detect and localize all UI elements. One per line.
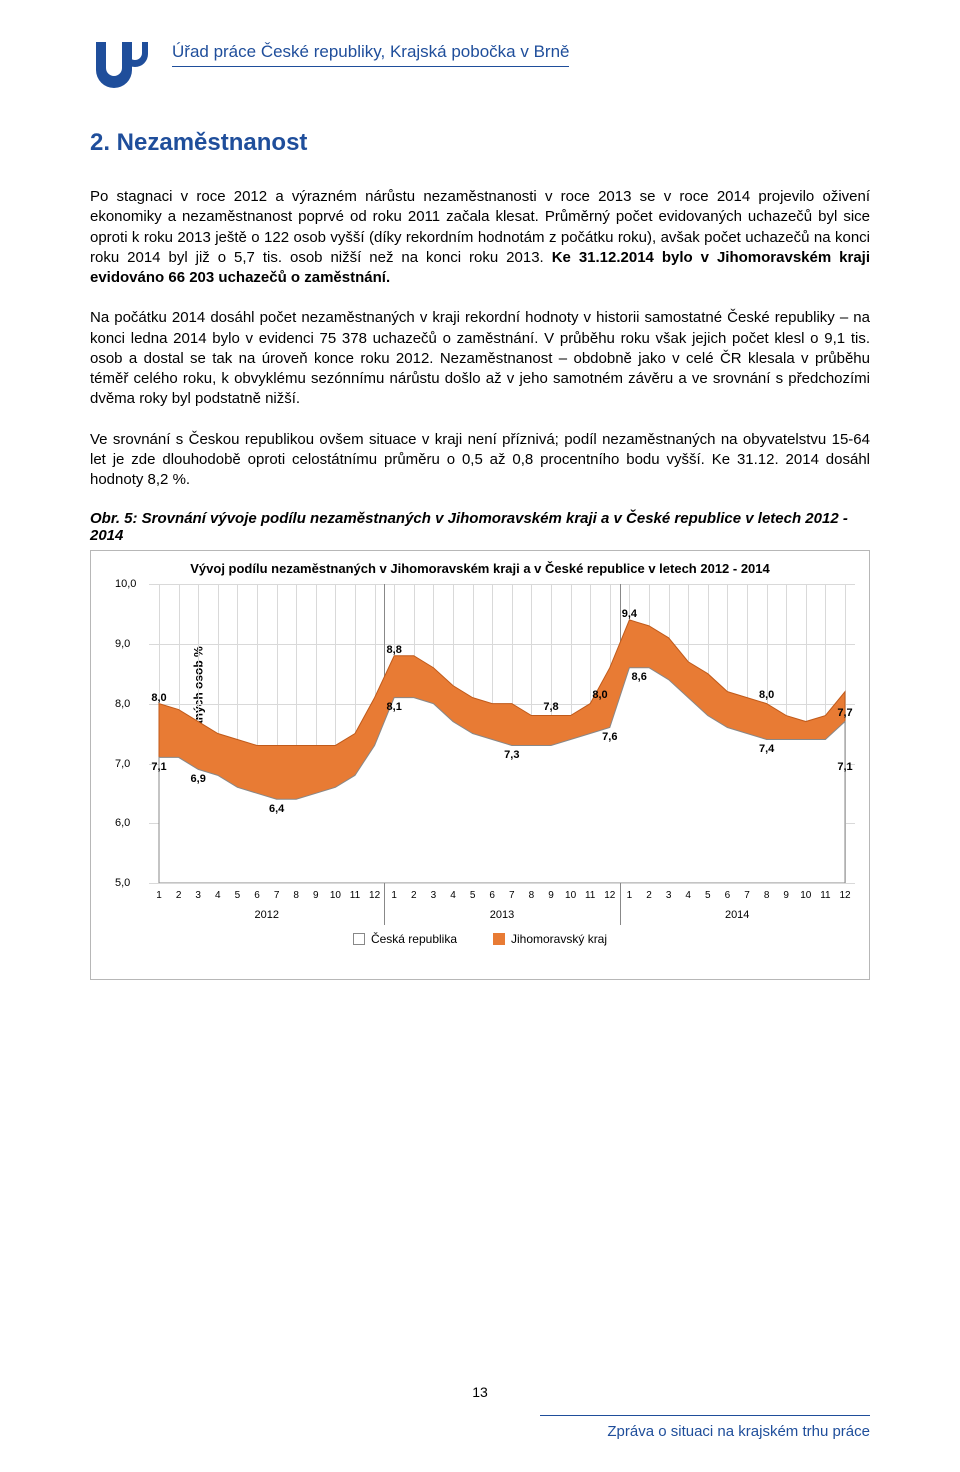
chart-ytick: 6,0 [115, 817, 130, 829]
chart-xtick: 5 [235, 890, 241, 901]
legend-swatch [493, 933, 505, 945]
chart-xtick: 7 [509, 890, 515, 901]
paragraph-3: Ve srovnání s Českou republikou ovšem si… [90, 430, 870, 491]
chart-xtick: 2 [176, 890, 182, 901]
chart-xtick: 9 [548, 890, 554, 901]
chart-xtick: 10 [800, 890, 811, 901]
chart-ytick: 8,0 [115, 698, 130, 710]
org-logo [90, 40, 152, 94]
chart-year-label: 2013 [490, 909, 514, 921]
legend-label: Jihomoravský kraj [511, 932, 607, 946]
chart-xtick: 8 [529, 890, 535, 901]
chart-xtick: 11 [350, 890, 360, 901]
chart-data-label: 9,4 [622, 608, 637, 620]
chart-title: Vývoj podílu nezaměstnaných v Jihomoravs… [95, 561, 865, 576]
legend-swatch [353, 933, 365, 945]
chart-data-label: 7,6 [602, 731, 617, 743]
chart-xtick: 9 [783, 890, 789, 901]
chart-ytick: 10,0 [115, 578, 136, 590]
chart-xtick: 7 [274, 890, 280, 901]
chart-xtick: 7 [744, 890, 750, 901]
chart-data-label: 7,4 [759, 743, 774, 755]
chart-data-label: 7,8 [543, 701, 558, 713]
chart-ygrid [149, 883, 855, 884]
chart-xtick: 11 [820, 890, 830, 901]
chart-xtick: 9 [313, 890, 319, 901]
chart-xtick: 4 [450, 890, 456, 901]
chart-xtick: 10 [565, 890, 576, 901]
chart-xtick: 3 [666, 890, 672, 901]
chart-ytick: 9,0 [115, 638, 130, 650]
chart-xtick: 6 [725, 890, 731, 901]
chart-xtick: 6 [489, 890, 495, 901]
chart-xtick: 2 [411, 890, 417, 901]
chart-svg [149, 584, 855, 883]
chart-xtick: 6 [254, 890, 260, 901]
legend-item: Jihomoravský kraj [493, 932, 607, 946]
chart-xtick: 8 [293, 890, 299, 901]
chart-data-label: 7,1 [837, 761, 852, 773]
chart-data-label: 8,6 [632, 671, 647, 683]
chart-data-label: 8,8 [387, 644, 402, 656]
chart-data-label: 8,0 [592, 689, 607, 701]
chart-xtick: 3 [195, 890, 201, 901]
paragraph-1: Po stagnaci v roce 2012 a výrazném nárůs… [90, 187, 870, 288]
chart-xtick: 1 [627, 890, 633, 901]
chart-data-label: 7,7 [837, 707, 852, 719]
chart-xtick: 8 [764, 890, 770, 901]
chart-xtick: 12 [369, 890, 380, 901]
legend-item: Česká republika [353, 932, 457, 946]
chart-xtick: 1 [391, 890, 397, 901]
chart-data-label: 8,0 [151, 692, 166, 704]
page-header: Úřad práce České republiky, Krajská pobo… [90, 40, 870, 94]
chart-data-label: 7,3 [504, 749, 519, 761]
figure-caption: Obr. 5: Srovnání vývoje podílu nezaměstn… [90, 510, 870, 544]
chart-xtick: 5 [705, 890, 711, 901]
chart-ytick: 7,0 [115, 758, 130, 770]
chart-xtick: 1 [156, 890, 162, 901]
chart-data-label: 8,0 [759, 689, 774, 701]
chart-ytick: 5,0 [115, 877, 130, 889]
footer-rule [540, 1415, 870, 1416]
chart-xtick: 2 [646, 890, 652, 901]
org-name: Úřad práce České republiky, Krajská pobo… [172, 42, 569, 67]
paragraph-2: Na počátku 2014 dosáhl počet nezaměstnan… [90, 308, 870, 409]
chart-xtick: 10 [330, 890, 341, 901]
chart-xtick: 12 [839, 890, 850, 901]
chart-data-label: 8,1 [387, 701, 402, 713]
chart-xtick: 4 [685, 890, 691, 901]
chart-xtick: 12 [604, 890, 615, 901]
footer-text: Zpráva o situaci na krajském trhu práce [607, 1423, 870, 1440]
chart-xtick: 3 [431, 890, 437, 901]
page-number: 13 [472, 1384, 488, 1400]
chart-legend: Česká republika Jihomoravský kraj [95, 932, 865, 948]
legend-label: Česká republika [371, 932, 457, 946]
chart-year-label: 2014 [725, 909, 749, 921]
chart-year-label: 2012 [255, 909, 279, 921]
chart-data-label: 7,1 [151, 761, 166, 773]
chart-xtick: 5 [470, 890, 476, 901]
chart-xtick: 4 [215, 890, 221, 901]
chart-data-label: 6,4 [269, 803, 284, 815]
chart-data-label: 6,9 [191, 773, 206, 785]
section-heading: 2. Nezaměstnanost [90, 129, 870, 157]
unemployment-chart: Vývoj podílu nezaměstnaných v Jihomoravs… [90, 550, 870, 980]
chart-xtick: 11 [585, 890, 595, 901]
chart-plot-area: Podíl nezaměstnaných osob % 5,06,07,08,0… [149, 584, 855, 884]
